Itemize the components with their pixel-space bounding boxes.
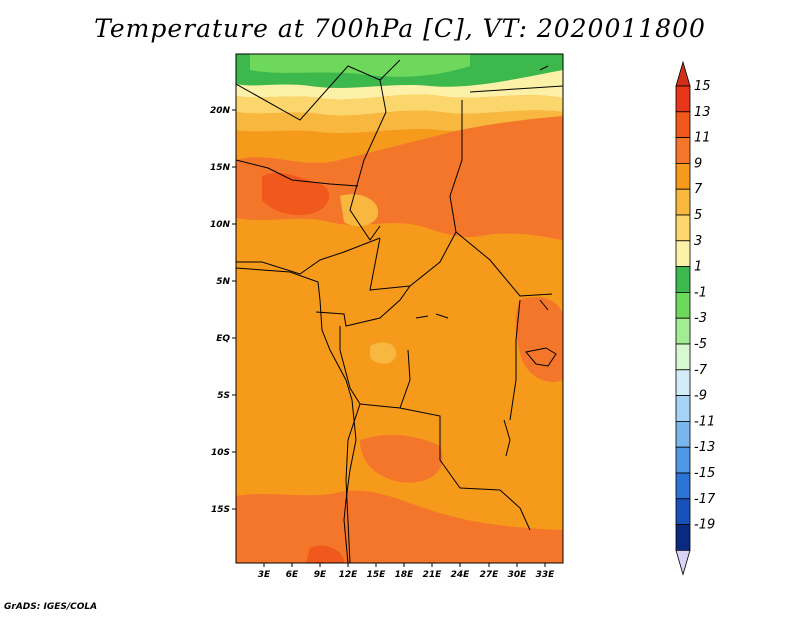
colorbar-label: 15 xyxy=(694,79,711,94)
colorbar-label: -13 xyxy=(694,440,715,455)
colorbar-swatch xyxy=(675,524,691,551)
lat-label: 20N xyxy=(210,106,231,116)
lat-label: 15N xyxy=(210,163,231,173)
colorbar-label: -3 xyxy=(694,311,707,326)
colorbar-swatch xyxy=(675,498,691,525)
lat-label: 5N xyxy=(216,277,230,287)
colorbar-swatch xyxy=(675,137,691,164)
colorbar-label: -11 xyxy=(694,414,715,429)
colorbar-label: 7 xyxy=(694,182,703,197)
colorbar-label: -15 xyxy=(694,466,715,481)
colorbar-label: 1 xyxy=(694,260,702,275)
lon-label: 12E xyxy=(339,570,359,580)
lon-label: 21E xyxy=(423,570,443,580)
lon-label: 3E xyxy=(258,570,271,580)
coastlines xyxy=(236,65,557,563)
colorbar-swatch xyxy=(675,291,691,319)
colorbar-swatch xyxy=(675,395,691,422)
lon-label: 27E xyxy=(480,570,500,580)
lon-label: 6E xyxy=(286,570,299,580)
credit-text: GrADS: IGES/COLA xyxy=(4,602,98,612)
colorbar: 15 13 11 9 7 5 3 1 -1 -3 -5 -7 -9 -11 -13 -15 -17 -19 xyxy=(675,60,716,576)
colorbar-swatch xyxy=(675,111,691,139)
colorbar-label: -9 xyxy=(694,389,707,404)
colorbar-label: 11 xyxy=(694,131,711,146)
colorbar-label: -7 xyxy=(694,363,708,378)
colorbar-swatch xyxy=(675,446,691,474)
colorbar-swatch xyxy=(675,317,691,345)
colorbar-swatch xyxy=(675,369,691,396)
colorbar-label: 9 xyxy=(694,156,702,171)
lon-label: 9E xyxy=(314,570,327,580)
colorbar-swatch xyxy=(675,162,691,190)
colorbar-swatch xyxy=(675,240,691,268)
lon-label: 30E xyxy=(508,570,528,580)
colorbar-label: -1 xyxy=(694,285,707,300)
temperature-field xyxy=(236,54,563,563)
colorbar-label: -17 xyxy=(694,492,716,507)
lat-label: EQ xyxy=(216,334,230,344)
colorbar-label: 3 xyxy=(694,234,702,249)
colorbar-swatch xyxy=(675,85,691,113)
colorbar-top-arrow xyxy=(675,60,691,87)
colorbar-swatch xyxy=(675,472,691,500)
lat-label: 10N xyxy=(210,220,231,230)
colorbar-swatch xyxy=(675,420,691,448)
lon-label: 24E xyxy=(451,570,471,580)
lon-label: 15E xyxy=(367,570,387,580)
colorbar-label: 5 xyxy=(694,208,702,223)
lon-axis: 3E 6E 9E 12E 15E 18E 21E 24E 27E 30E 33E xyxy=(258,563,555,580)
colorbar-label: 13 xyxy=(694,105,711,120)
colorbar-swatch xyxy=(675,214,691,242)
colorbar-bottom-arrow xyxy=(675,550,691,576)
colorbar-swatch xyxy=(675,266,691,293)
map-title: Temperature at 700hPa [C], VT: 202001180… xyxy=(94,14,706,43)
lat-label: 5S xyxy=(217,391,230,401)
colorbar-swatch xyxy=(675,343,691,371)
colorbar-label: -19 xyxy=(694,518,715,533)
lat-label: 15S xyxy=(211,505,230,515)
map-frame xyxy=(235,53,564,564)
lat-label: 10S xyxy=(211,448,230,458)
country-borders xyxy=(236,59,563,563)
colorbar-label: -5 xyxy=(694,337,707,352)
colorbar-swatch xyxy=(675,188,691,216)
lon-label: 33E xyxy=(536,570,556,580)
lon-label: 18E xyxy=(395,570,415,580)
lat-axis: 20N 15N 10N 5N EQ 5S 10S 15S xyxy=(210,106,236,515)
